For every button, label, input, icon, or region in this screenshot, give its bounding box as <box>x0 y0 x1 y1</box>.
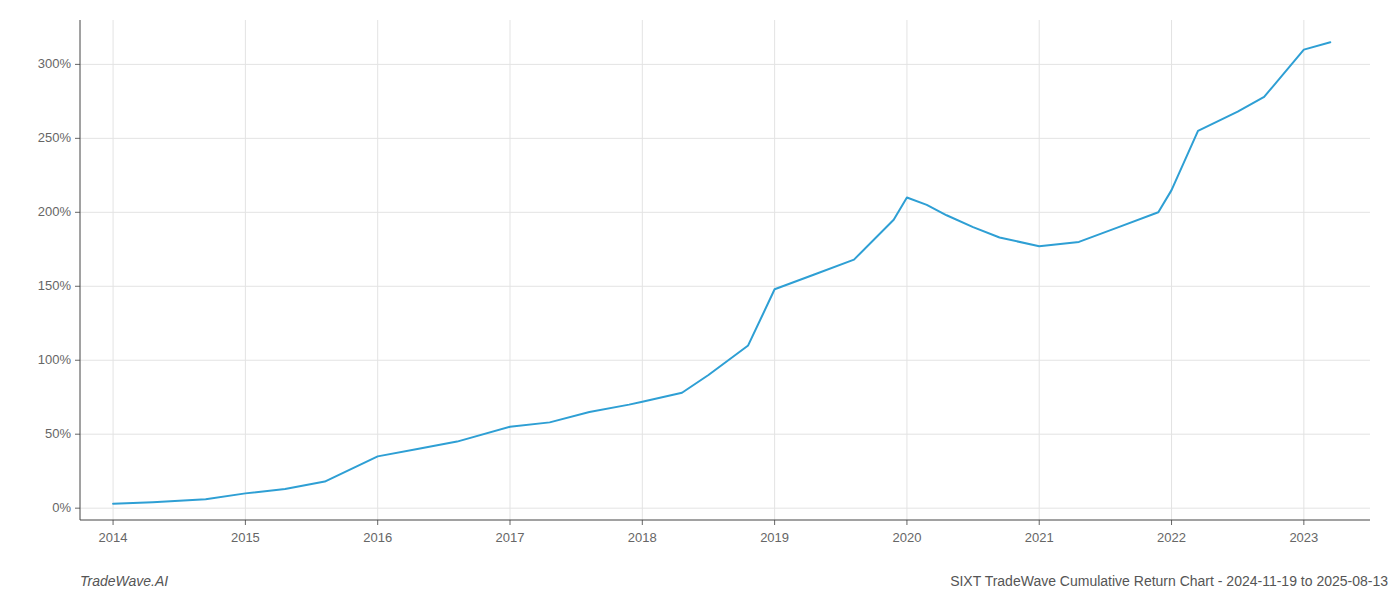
grid-line <box>80 434 1370 435</box>
grid-line <box>80 138 1370 139</box>
x-axis-line <box>80 520 1370 521</box>
tick-mark <box>75 508 80 509</box>
tick-label: 2019 <box>760 530 789 545</box>
tick-label: 2016 <box>363 530 392 545</box>
grid-line <box>80 286 1370 287</box>
grid-line <box>510 20 511 520</box>
grid-line <box>642 20 643 520</box>
tick-mark <box>245 520 246 525</box>
tick-label: 2014 <box>99 530 128 545</box>
grid-line <box>1171 20 1172 520</box>
tick-mark <box>75 434 80 435</box>
grid-line <box>80 64 1370 65</box>
tick-label: 100% <box>38 352 72 367</box>
tick-label: 2017 <box>496 530 525 545</box>
grid <box>80 20 1370 520</box>
grid-line <box>774 20 775 520</box>
plot-area <box>113 42 1330 504</box>
grid-line <box>245 20 246 520</box>
tick-label: 250% <box>38 130 72 145</box>
grid-line <box>377 20 378 520</box>
tick-mark <box>377 520 378 525</box>
line <box>113 42 1330 504</box>
tick-mark <box>113 520 114 525</box>
title: SIXT TradeWave Cumulative Return Chart -… <box>950 573 1388 589</box>
grid-line <box>80 508 1370 509</box>
tick-label: 2022 <box>1157 530 1186 545</box>
footer-label: TradeWave.AI <box>80 573 168 589</box>
tick-label: 200% <box>38 204 72 219</box>
tick-label: 0% <box>52 500 71 515</box>
grid-line <box>80 212 1370 213</box>
grid-line <box>1039 20 1040 520</box>
tick-mark <box>1303 520 1304 525</box>
grid-line <box>80 360 1370 361</box>
chart: 0% 50% 100% 150% 200% 250% 300% 2014 2015 2016 201… <box>0 0 1400 600</box>
tick-mark <box>906 520 907 525</box>
tick-label: 2018 <box>628 530 657 545</box>
tick-label: 150% <box>38 278 72 293</box>
tick-mark <box>510 520 511 525</box>
tick-mark <box>75 64 80 65</box>
tick-mark <box>774 520 775 525</box>
grid-line <box>1303 20 1304 520</box>
tick-mark <box>75 138 80 139</box>
axes: 0% 50% 100% 150% 200% 250% 300% 2014 2015 2016 201… <box>38 20 1370 545</box>
tick-mark <box>75 360 80 361</box>
tick-label: 2015 <box>231 530 260 545</box>
tick-label: 300% <box>38 56 72 71</box>
y-axis-line <box>80 20 81 520</box>
tick-label: 2020 <box>892 530 921 545</box>
grid-line <box>906 20 907 520</box>
tick-mark <box>75 212 80 213</box>
tick-mark <box>1171 520 1172 525</box>
grid-line <box>113 20 114 520</box>
tick-mark <box>642 520 643 525</box>
tick-label: 50% <box>45 426 71 441</box>
tick-label: 2021 <box>1025 530 1054 545</box>
tick-label: 2023 <box>1289 530 1318 545</box>
tick-mark <box>75 286 80 287</box>
tick-mark <box>1039 520 1040 525</box>
